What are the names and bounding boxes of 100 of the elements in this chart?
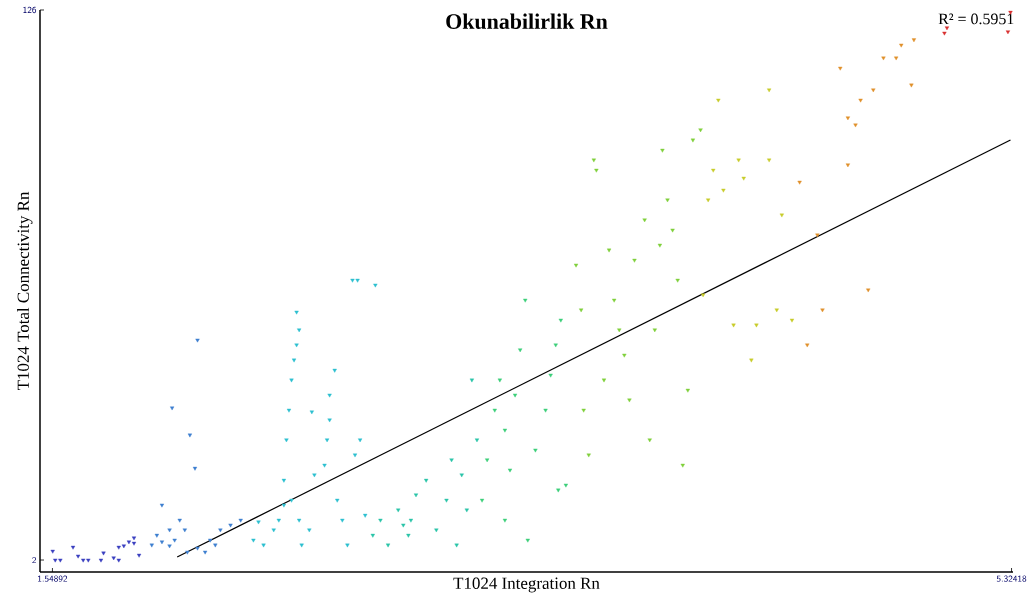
y-tick-label: 2 bbox=[32, 556, 37, 564]
point bbox=[294, 343, 299, 348]
point bbox=[866, 288, 871, 293]
point bbox=[815, 233, 820, 238]
point bbox=[159, 540, 165, 545]
point bbox=[378, 518, 383, 523]
point bbox=[261, 543, 266, 548]
point bbox=[251, 538, 256, 543]
y-axis-title: T1024 Total Connectivity Rn bbox=[17, 191, 33, 391]
x-tick-label: 1.54892 bbox=[38, 575, 68, 582]
point bbox=[58, 558, 63, 563]
point bbox=[632, 258, 637, 263]
point bbox=[909, 83, 914, 88]
point bbox=[553, 343, 558, 348]
point bbox=[586, 453, 591, 458]
point bbox=[167, 544, 172, 549]
point bbox=[556, 488, 561, 493]
point bbox=[652, 328, 657, 333]
point bbox=[680, 463, 685, 468]
point bbox=[187, 433, 192, 438]
point bbox=[98, 558, 104, 563]
point bbox=[289, 498, 294, 503]
point bbox=[601, 378, 607, 383]
point bbox=[406, 533, 411, 538]
point bbox=[149, 543, 154, 548]
point bbox=[612, 298, 617, 303]
point bbox=[454, 543, 459, 548]
point bbox=[294, 310, 299, 315]
point bbox=[617, 328, 622, 333]
point bbox=[754, 323, 759, 328]
point bbox=[327, 418, 332, 423]
point bbox=[322, 463, 327, 468]
point bbox=[736, 158, 741, 163]
point bbox=[690, 138, 696, 143]
point bbox=[591, 158, 596, 163]
point bbox=[131, 541, 137, 546]
chart-title: Okunabilirlik Rn bbox=[446, 13, 608, 29]
point bbox=[218, 528, 223, 533]
point bbox=[731, 323, 736, 328]
point bbox=[358, 438, 363, 443]
point bbox=[899, 43, 904, 48]
point bbox=[512, 393, 518, 398]
point bbox=[121, 544, 126, 549]
point bbox=[203, 550, 208, 555]
point bbox=[820, 308, 825, 313]
point bbox=[281, 503, 286, 508]
point bbox=[345, 543, 350, 548]
point bbox=[213, 543, 218, 548]
point bbox=[622, 353, 627, 358]
point bbox=[767, 158, 772, 163]
point bbox=[256, 520, 261, 525]
point bbox=[154, 533, 159, 538]
point bbox=[401, 523, 406, 528]
point bbox=[606, 248, 612, 253]
point bbox=[284, 438, 289, 443]
point bbox=[340, 518, 345, 523]
point bbox=[185, 550, 190, 555]
point bbox=[286, 408, 292, 413]
point bbox=[111, 556, 116, 561]
point bbox=[355, 278, 360, 283]
y-tick-label: 126 bbox=[23, 6, 37, 14]
point bbox=[464, 508, 469, 513]
point bbox=[581, 408, 586, 413]
point bbox=[167, 528, 172, 533]
point bbox=[469, 378, 474, 383]
point bbox=[665, 198, 670, 203]
point bbox=[525, 538, 530, 543]
x-tick-label: 5.32418 bbox=[996, 575, 1027, 582]
point bbox=[858, 98, 863, 103]
point bbox=[507, 468, 513, 473]
point bbox=[523, 298, 528, 303]
point bbox=[195, 338, 200, 343]
point bbox=[845, 163, 850, 168]
point bbox=[228, 523, 233, 528]
point bbox=[289, 378, 294, 383]
point bbox=[881, 56, 886, 61]
point bbox=[370, 533, 375, 538]
point bbox=[485, 458, 490, 463]
point bbox=[195, 546, 200, 551]
point bbox=[449, 458, 454, 463]
annotation: R² = 0.5951 bbox=[938, 13, 1014, 25]
point bbox=[642, 218, 647, 223]
point bbox=[579, 308, 584, 313]
point bbox=[413, 493, 419, 498]
point bbox=[533, 448, 538, 453]
point bbox=[647, 438, 652, 443]
point bbox=[307, 528, 312, 533]
point bbox=[741, 176, 746, 181]
point bbox=[805, 343, 810, 348]
point bbox=[497, 378, 502, 383]
point bbox=[711, 168, 716, 173]
point bbox=[716, 98, 721, 103]
point bbox=[335, 498, 340, 503]
point bbox=[660, 148, 665, 153]
point bbox=[70, 545, 76, 550]
point bbox=[385, 543, 391, 548]
point bbox=[309, 410, 314, 415]
point bbox=[76, 554, 81, 559]
point bbox=[50, 549, 55, 554]
point bbox=[350, 278, 355, 283]
